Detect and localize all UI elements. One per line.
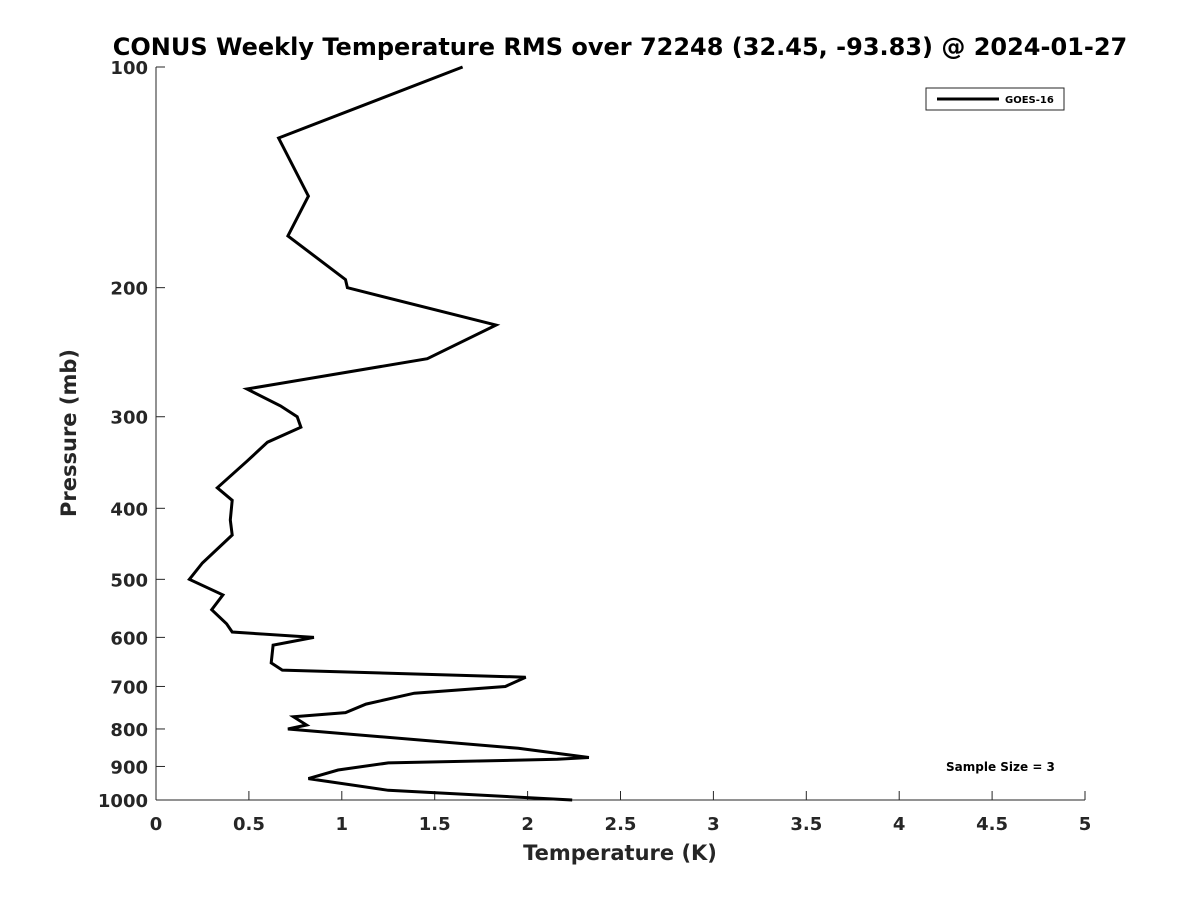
legend-entry-goes-16: GOES-16 xyxy=(1005,95,1054,106)
x-tick-label: 2 xyxy=(521,814,534,835)
y-tick-label: 1000 xyxy=(98,791,148,812)
chart-title: CONUS Weekly Temperature RMS over 72248 … xyxy=(113,33,1127,61)
series-line-goes-16 xyxy=(187,65,590,802)
x-axis: 0 0.5 1 1.5 2 2.5 3 3.5 4 4.5 5 xyxy=(150,791,1092,835)
x-tick-label: 0.5 xyxy=(233,814,265,835)
y-tick-label: 900 xyxy=(110,757,148,778)
x-tick-label: 4 xyxy=(893,814,906,835)
sample-size-annotation: Sample Size = 3 xyxy=(946,760,1055,774)
x-tick-label: 2.5 xyxy=(605,814,637,835)
y-tick-label: 300 xyxy=(110,408,148,429)
y-tick-label: 800 xyxy=(110,720,148,741)
x-tick-label: 3.5 xyxy=(790,814,822,835)
series-layer xyxy=(187,65,590,802)
y-tick-label: 700 xyxy=(110,677,148,698)
x-axis-label: Temperature (K) xyxy=(523,841,717,865)
y-axis: 100 200 300 400 500 600 700 800 900 1000 xyxy=(98,58,165,812)
y-tick-label: 400 xyxy=(110,499,148,520)
legend: GOES-16 xyxy=(925,87,1065,111)
y-tick-label: 200 xyxy=(110,279,148,300)
x-tick-label: 3 xyxy=(707,814,720,835)
x-tick-label: 1 xyxy=(336,814,349,835)
y-tick-label: 500 xyxy=(110,570,148,591)
x-tick-label: 4.5 xyxy=(976,814,1008,835)
x-tick-label: 1.5 xyxy=(419,814,451,835)
y-axis-label: Pressure (mb) xyxy=(57,349,81,517)
y-tick-label: 600 xyxy=(110,628,148,649)
y-tick-label: 100 xyxy=(110,58,148,79)
x-tick-label: 5 xyxy=(1079,814,1092,835)
x-tick-label: 0 xyxy=(150,814,163,835)
